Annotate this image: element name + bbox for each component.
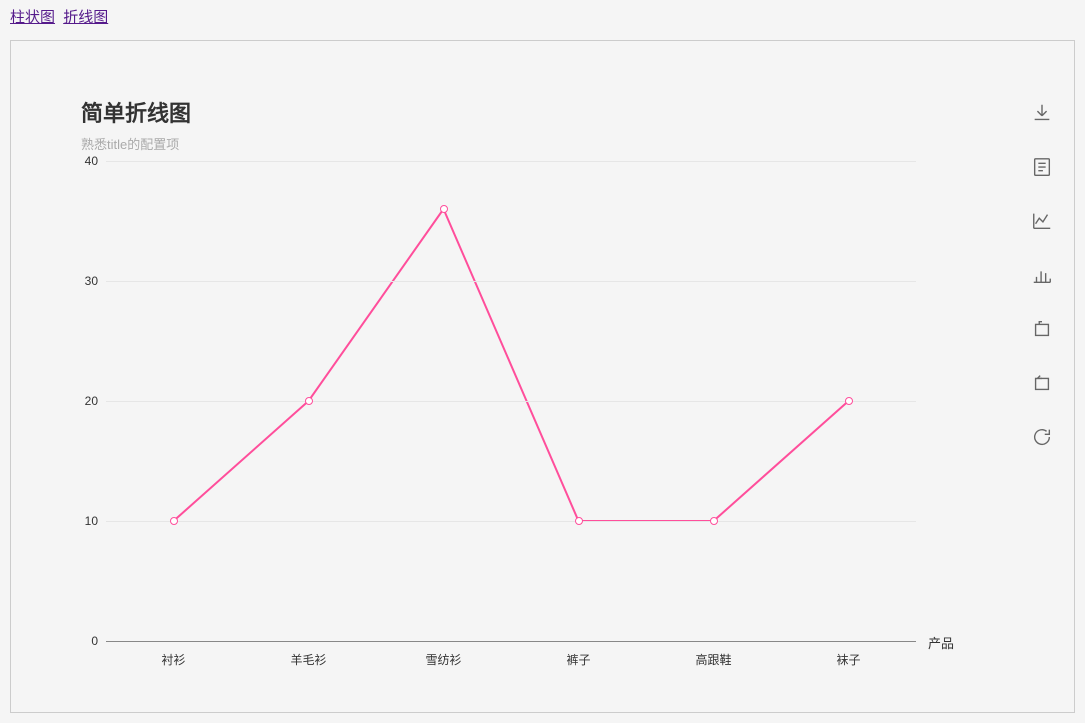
chart-plot-area: 010203040衬衫羊毛衫雪纺衫裤子高跟鞋袜子 xyxy=(106,161,916,641)
y-tick-label: 40 xyxy=(85,154,98,168)
y-tick-label: 10 xyxy=(85,514,98,528)
restore-icon[interactable] xyxy=(1030,425,1054,449)
gridline xyxy=(106,161,916,162)
gridline xyxy=(106,281,916,282)
nav-link-line[interactable]: 折线图 xyxy=(63,9,108,26)
nav-links: 柱状图 折线图 xyxy=(0,0,1085,33)
data-point-marker[interactable] xyxy=(440,205,448,213)
x-tick-label: 羊毛衫 xyxy=(290,651,326,668)
y-tick-label: 20 xyxy=(85,394,98,408)
bar-chart-icon[interactable] xyxy=(1030,263,1054,287)
x-tick-label: 裤子 xyxy=(566,651,590,668)
data-point-marker[interactable] xyxy=(710,517,718,525)
line-chart-icon[interactable] xyxy=(1030,209,1054,233)
download-icon[interactable] xyxy=(1030,101,1054,125)
chart-title-block: 简单折线图 熟悉title的配置项 xyxy=(81,96,191,153)
data-point-marker[interactable] xyxy=(170,517,178,525)
x-axis-title: 产品 xyxy=(928,633,954,652)
chart-subtitle: 熟悉title的配置项 xyxy=(81,134,191,153)
zoom-icon[interactable] xyxy=(1030,317,1054,341)
x-tick-label: 衬衫 xyxy=(161,651,185,668)
gridline xyxy=(106,401,916,402)
nav-link-bar[interactable]: 柱状图 xyxy=(10,9,55,26)
zoom-reset-icon[interactable] xyxy=(1030,371,1054,395)
data-view-icon[interactable] xyxy=(1030,155,1054,179)
x-axis-line xyxy=(106,641,916,642)
y-tick-label: 30 xyxy=(85,274,98,288)
x-tick-label: 高跟鞋 xyxy=(695,651,731,668)
chart-title: 简单折线图 xyxy=(81,96,191,128)
chart-container: 简单折线图 熟悉title的配置项 010203040衬衫羊毛衫雪纺衫裤子高跟鞋… xyxy=(10,40,1075,713)
x-tick-label: 袜子 xyxy=(836,651,860,668)
x-tick-label: 雪纺衫 xyxy=(425,651,461,668)
gridline xyxy=(106,521,916,522)
data-point-marker[interactable] xyxy=(845,397,853,405)
chart-toolbox xyxy=(1030,101,1054,449)
data-point-marker[interactable] xyxy=(575,517,583,525)
data-point-marker[interactable] xyxy=(305,397,313,405)
y-tick-label: 0 xyxy=(91,634,98,648)
